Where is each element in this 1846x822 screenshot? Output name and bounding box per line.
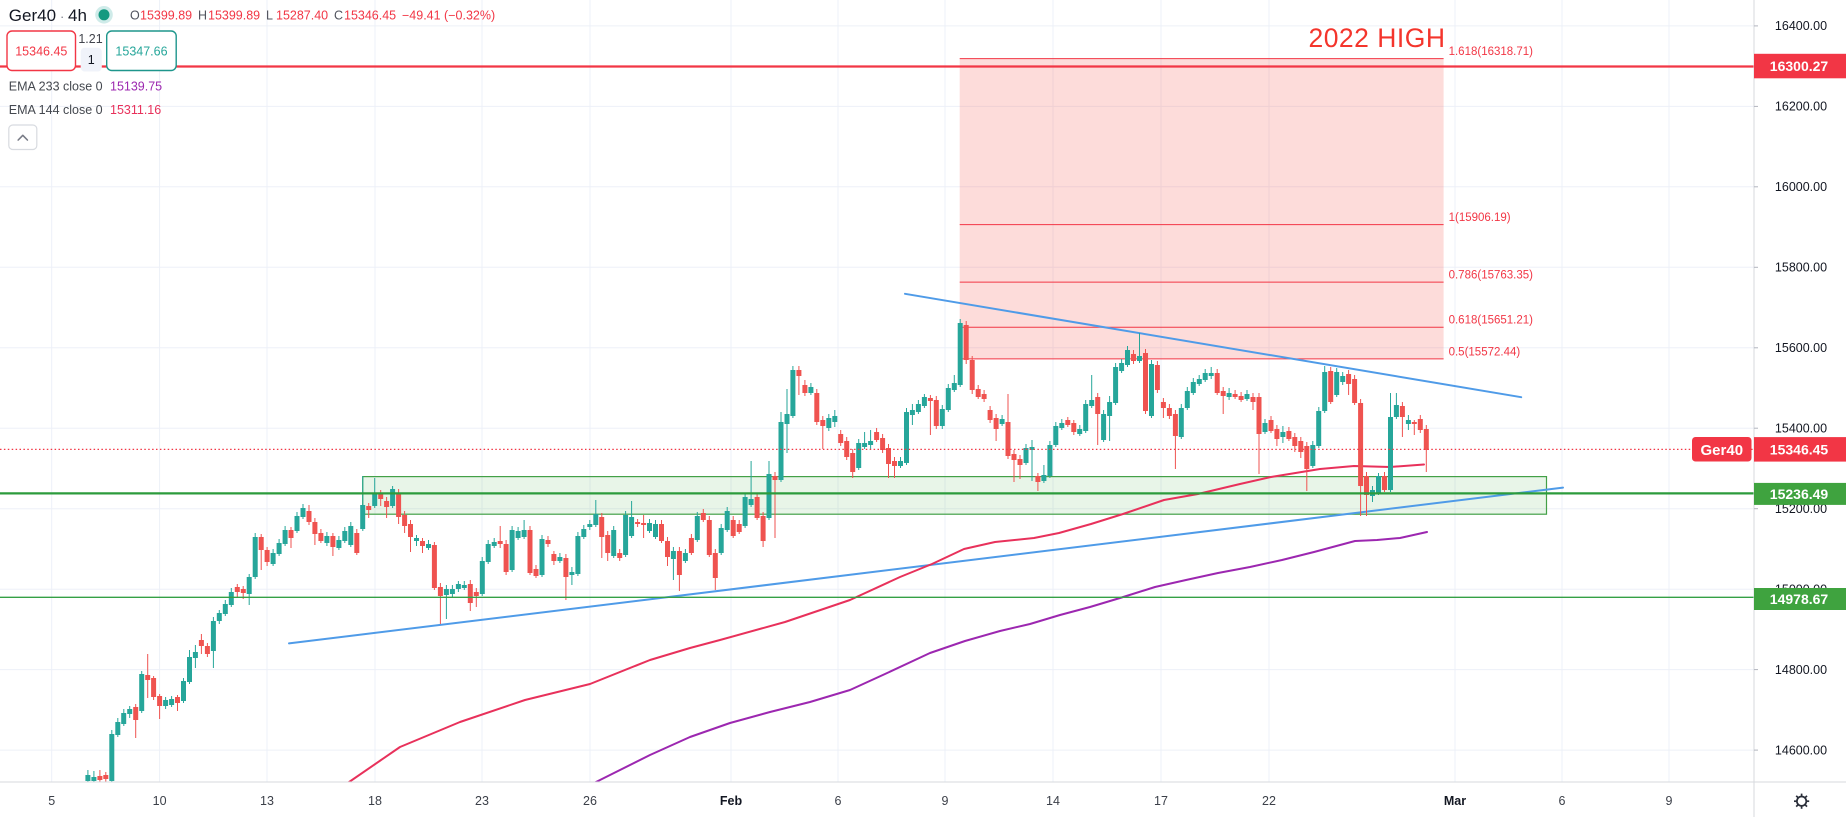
svg-text:−49.41 (−0.32%): −49.41 (−0.32%) xyxy=(402,9,495,23)
svg-text:10: 10 xyxy=(153,794,167,808)
svg-text:15346.45: 15346.45 xyxy=(344,9,396,23)
svg-text:6: 6 xyxy=(835,794,842,808)
svg-text:EMA 144 close 0: EMA 144 close 0 xyxy=(9,103,103,117)
svg-text:15200.00: 15200.00 xyxy=(1775,502,1827,516)
svg-text:17: 17 xyxy=(1154,794,1168,808)
svg-text:·: · xyxy=(60,9,64,24)
svg-text:1: 1 xyxy=(88,53,95,67)
svg-text:15311.16: 15311.16 xyxy=(110,103,161,117)
svg-text:O: O xyxy=(130,9,140,23)
svg-text:Feb: Feb xyxy=(720,794,743,808)
svg-text:15346.45: 15346.45 xyxy=(15,45,67,59)
svg-text:C: C xyxy=(334,9,343,23)
svg-text:15400.00: 15400.00 xyxy=(1775,422,1827,436)
svg-text:Ger40: Ger40 xyxy=(9,6,56,25)
svg-text:15399.89: 15399.89 xyxy=(208,9,260,23)
svg-text:9: 9 xyxy=(1666,794,1673,808)
svg-text:0.5(15572.44): 0.5(15572.44) xyxy=(1449,346,1521,358)
svg-text:15600.00: 15600.00 xyxy=(1775,341,1827,355)
svg-text:6: 6 xyxy=(1559,794,1566,808)
svg-text:L: L xyxy=(266,9,273,23)
svg-text:13: 13 xyxy=(260,794,274,808)
svg-text:14600.00: 14600.00 xyxy=(1775,743,1827,757)
svg-text:15347.66: 15347.66 xyxy=(115,45,167,59)
svg-text:23: 23 xyxy=(475,794,489,808)
svg-text:0.618(15651.21): 0.618(15651.21) xyxy=(1449,315,1534,327)
svg-text:15287.40: 15287.40 xyxy=(276,9,328,23)
svg-text:14978.67: 14978.67 xyxy=(1770,591,1829,607)
svg-text:22: 22 xyxy=(1262,794,1276,808)
svg-text:5: 5 xyxy=(48,794,55,808)
svg-text:16200.00: 16200.00 xyxy=(1775,100,1827,114)
svg-text:1(15906.19): 1(15906.19) xyxy=(1449,212,1511,224)
svg-text:0.786(15763.35): 0.786(15763.35) xyxy=(1449,270,1534,282)
svg-text:15800.00: 15800.00 xyxy=(1775,261,1827,275)
svg-text:1.21: 1.21 xyxy=(78,32,102,46)
svg-text:15236.49: 15236.49 xyxy=(1770,486,1829,502)
svg-text:15139.75: 15139.75 xyxy=(110,80,162,94)
svg-text:1.618(16318.71): 1.618(16318.71) xyxy=(1449,46,1534,58)
svg-text:16300.27: 16300.27 xyxy=(1770,58,1829,74)
svg-text:Mar: Mar xyxy=(1444,794,1466,808)
svg-text:Ger40: Ger40 xyxy=(1701,442,1744,459)
svg-text:26: 26 xyxy=(583,794,597,808)
svg-text:2022 HIGH: 2022 HIGH xyxy=(1308,23,1445,53)
svg-text:4h: 4h xyxy=(68,6,87,25)
svg-text:14: 14 xyxy=(1046,794,1060,808)
svg-text:16400.00: 16400.00 xyxy=(1775,19,1827,33)
svg-text:H: H xyxy=(198,9,207,23)
svg-text:15346.45: 15346.45 xyxy=(1770,441,1829,457)
svg-text:15399.89: 15399.89 xyxy=(140,9,192,23)
svg-text:16000.00: 16000.00 xyxy=(1775,180,1827,194)
svg-text:18: 18 xyxy=(368,794,382,808)
svg-text:9: 9 xyxy=(942,794,949,808)
svg-text:14800.00: 14800.00 xyxy=(1775,663,1827,677)
svg-text:EMA 233 close 0: EMA 233 close 0 xyxy=(9,80,103,94)
